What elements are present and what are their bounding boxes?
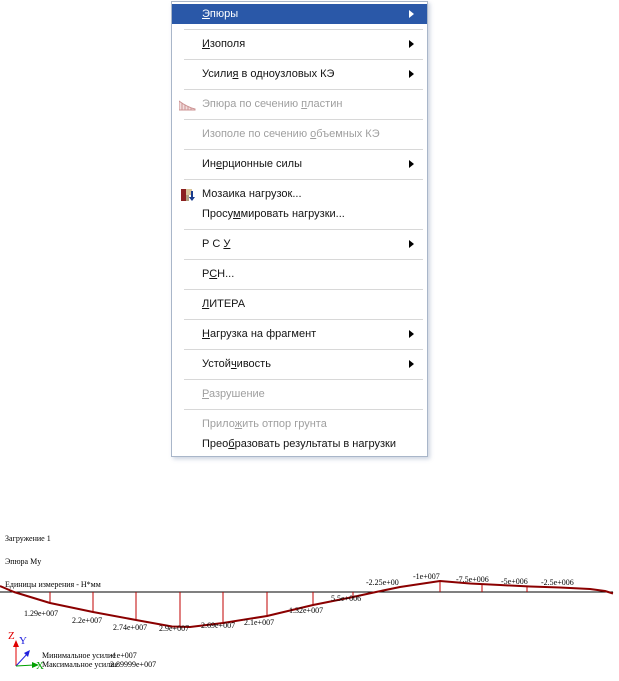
menu-separator (184, 228, 423, 230)
menu-item-label: Разрушение (202, 388, 265, 400)
submenu-arrow-icon (409, 240, 419, 248)
diagram-value-label: 2.2e+007 (72, 616, 102, 625)
min-force-value: -1e+007 (110, 651, 137, 660)
diagram-value-label: 1.32e+007 (289, 606, 323, 615)
menu-item[interactable]: Просуммировать нагрузки... (172, 204, 427, 224)
diagram-value-label: 2.1e+007 (244, 618, 274, 627)
epure-icon (172, 98, 202, 111)
menu-separator (184, 378, 423, 380)
min-force-label: Минимальное усилие (42, 651, 116, 660)
menu-item[interactable]: Инерционные силы (172, 154, 427, 174)
menu-item-label: Эпюры (202, 8, 239, 20)
min-force-row: Минимальное усилие-1e+007 (42, 651, 156, 661)
menu-item-label: Р С У (202, 238, 231, 250)
minmax-readout: Минимальное усилие-1e+007 Максимальное у… (42, 651, 157, 670)
menu-item-label: Изополе по сечению объемных КЭ (202, 128, 380, 140)
menu-separator (184, 348, 423, 350)
z-axis-label: Z (8, 630, 15, 642)
diagram-value-label: 1.29e+007 (24, 609, 58, 618)
menu-separator (184, 408, 423, 410)
diagram-value-label: -7.5e+006 (456, 575, 489, 584)
submenu-arrow-icon (409, 10, 419, 18)
menu-separator (184, 148, 423, 150)
y-axis-arrowhead (24, 650, 30, 657)
menu-separator (184, 58, 423, 60)
x-axis-arrow (15, 664, 35, 667)
menu-item: Изополе по сечению объемных КЭ (172, 124, 427, 144)
menu-item[interactable]: РСН... (172, 264, 427, 284)
mosaic-loads-icon (172, 187, 202, 202)
menu-item: Эпюра по сечению пластин (172, 94, 427, 114)
menu-separator (184, 318, 423, 320)
menu-item[interactable]: Р С У (172, 234, 427, 254)
menu-item-label: ЛИТЕРА (202, 298, 246, 310)
menu-item[interactable]: Эпюры (172, 4, 427, 24)
menu-item[interactable]: Изополя (172, 34, 427, 54)
menu-item-label: Усилия в одноузловых КЭ (202, 68, 335, 80)
y-axis-arrow (15, 652, 29, 667)
diagram-value-label: 2.69e+007 (201, 621, 235, 630)
menu-item[interactable]: Мозаика нагрузок... (172, 184, 427, 204)
menu-item-label: Мозаика нагрузок... (202, 188, 302, 200)
diagram-value-label: 2.9e+007 (159, 624, 189, 633)
menu-item[interactable]: Нагрузка на фрагмент (172, 324, 427, 344)
moment-curve (0, 580, 614, 628)
max-force-label: Максимальное усилие (42, 659, 119, 669)
z-axis-arrowhead (13, 640, 19, 647)
moment-diagram: 1.29e+007 2.2e+007 2.74e+007 2.9e+007 2.69e+… (0, 572, 614, 633)
submenu-arrow-icon (409, 70, 419, 78)
max-force-row: Максимальное усилие2.89999e+007 (42, 659, 157, 670)
menu-separator (184, 178, 423, 180)
submenu-arrow-icon (409, 330, 419, 338)
diagram-value-label: -2.25e+00 (366, 578, 399, 587)
menu-item-label: Изополя (202, 38, 246, 50)
submenu-arrow-icon (409, 160, 419, 168)
diagram-value-label: 2.74e+007 (113, 623, 147, 632)
diagram-value-label: 5.5e+006 (331, 594, 361, 603)
units-label: Единицы измерения - Н*мм (5, 580, 101, 590)
diagram-value-label: -1e+007 (413, 572, 440, 581)
submenu-arrow-icon (409, 360, 419, 368)
menu-item: Разрушение (172, 384, 427, 404)
menu-item-label: РСН... (202, 268, 235, 280)
menu-item-label: Эпюра по сечению пластин (202, 98, 343, 110)
x-axis-arrowhead (32, 662, 39, 668)
max-force-value: 2.89999e+007 (110, 659, 157, 669)
menu-separator (184, 28, 423, 30)
menu-separator (184, 118, 423, 120)
diagram-value-label: -2.5e+006 (541, 578, 574, 587)
menu-item-label: Преобразовать результаты в нагрузки (202, 438, 397, 450)
context-menu[interactable]: Эпюры Изополя Усилия в одноузловых КЭ Эпюра… (171, 1, 428, 457)
menu-item-label: Нагрузка на фрагмент (202, 328, 317, 340)
menu-item[interactable]: Усилия в одноузловых КЭ (172, 64, 427, 84)
x-axis-label: X (36, 660, 44, 672)
menu-separator (184, 258, 423, 260)
menu-item-label: Просуммировать нагрузки... (202, 208, 345, 220)
menu-item-label: Устойчивость (202, 358, 271, 370)
menu-item[interactable]: ЛИТЕРА (172, 294, 427, 314)
diagram-value-label: -5e+006 (501, 577, 528, 586)
submenu-arrow-icon (409, 40, 419, 48)
menu-item[interactable]: Преобразовать результаты в нагрузки (172, 434, 427, 454)
load-case-label: Загружение 1 (5, 533, 51, 543)
menu-item[interactable]: Устойчивость (172, 354, 427, 374)
diagram-title: Эпюра My (5, 556, 42, 566)
menu-item-label: Приложить отпор грунта (202, 418, 327, 430)
results-header: Загружение 1 Эпюра My Единицы измерения … (5, 519, 101, 597)
axis-triad-icon: Z Y X (8, 630, 44, 672)
y-axis-label: Y (19, 635, 27, 647)
menu-item: Приложить отпор грунта (172, 414, 427, 434)
menu-item-label: Инерционные силы (202, 158, 302, 170)
menu-separator (184, 88, 423, 90)
menu-separator (184, 288, 423, 290)
